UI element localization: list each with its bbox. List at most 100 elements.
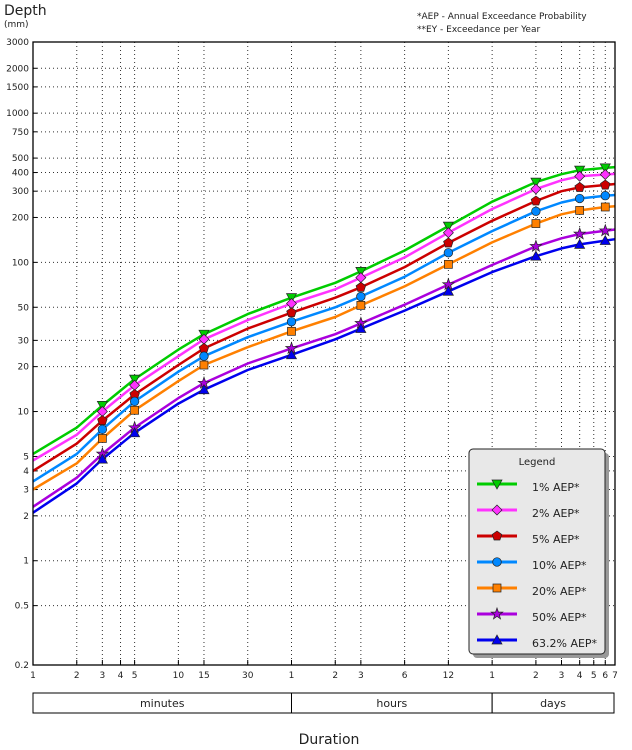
x-tick-label: 5 [591,671,597,681]
x-tick-label: 30 [242,671,254,681]
legend-label: 10% AEP* [532,559,587,572]
legend-marker-4 [492,583,502,593]
data-point-0 [96,401,108,412]
y-tick-label: 2 [23,512,29,522]
x-tick-label: 10 [173,671,185,681]
y-tick-label: 0.2 [15,661,29,671]
data-point-3 [575,193,585,204]
data-point-0 [599,163,611,174]
data-point-1 [574,170,586,182]
data-point-6 [442,285,454,296]
duration-band-label: days [540,697,566,710]
legend-marker-2 [491,530,503,541]
x-tick-label: 6 [402,671,408,681]
y-tick-label: 0.5 [15,602,29,612]
legend-label: 5% AEP* [532,533,580,546]
legend-label: 63.2% AEP* [532,637,598,650]
data-point-2 [443,237,454,248]
data-point-6 [574,238,586,249]
y-tick-label: 4 [23,467,29,477]
data-point-6 [96,453,108,464]
data-point-5 [598,223,613,237]
series-line-2 [32,182,616,472]
data-point-5 [572,226,587,240]
data-point-2 [97,415,108,425]
series-line-6 [32,237,616,514]
duration-band-days [491,692,615,714]
series-line-0 [32,165,616,455]
data-point-2 [600,179,611,190]
y-tick-label: 2000 [6,64,29,74]
data-point-4 [444,259,453,269]
data-point-6 [129,427,141,438]
data-point-4 [98,434,107,443]
y-tick-label: 200 [12,213,29,223]
data-point-0 [574,165,586,176]
y-tick-label: 100 [12,258,29,268]
legend-title: Legend [519,457,556,468]
series-line-5 [32,228,616,508]
y-axis-title: Depth [4,3,47,19]
y-tick-label: 750 [12,128,29,138]
x-tick-label: 4 [577,671,583,681]
series-line-1 [32,172,616,462]
y-axis-unit: (mm) [4,20,29,30]
data-point-4 [356,301,366,310]
legend-marker-0 [491,479,503,490]
data-point-6 [198,384,210,395]
y-tick-label: 500 [12,154,29,164]
data-point-0 [530,177,542,188]
data-point-3 [600,191,610,201]
y-tick-label: 5 [23,452,29,462]
legend-marker-3 [492,557,502,567]
data-point-0 [129,374,141,385]
data-point-6 [599,234,611,245]
data-point-0 [355,267,367,278]
x-axis-title: Duration [299,732,360,748]
data-point-2 [286,307,297,318]
legend-marker-1 [491,504,503,516]
legend-label: 50% AEP* [532,611,587,624]
x-tick-label: 4 [118,671,124,681]
data-point-4 [199,360,209,370]
y-tick-label: 50 [18,303,30,313]
data-point-3 [356,291,366,302]
y-tick-label: 3000 [6,38,29,48]
legend-marker-6 [491,634,503,645]
note-aep: *AEP - Annual Exceedance Probability [417,12,587,22]
y-tick-label: 10 [18,408,30,418]
y-tick-label: 1500 [6,83,29,93]
y-tick-label: 300 [12,187,29,197]
data-point-0 [442,221,454,232]
x-tick-label: 3 [99,671,105,681]
duration-band-label: minutes [140,697,185,710]
data-point-4 [130,405,139,415]
x-tick-label: 1 [489,671,495,681]
data-point-4 [531,219,541,228]
y-tick-label: 20 [18,363,30,373]
x-tick-label: 12 [443,671,454,681]
x-tick-label: 15 [198,671,209,681]
y-tick-label: 1 [23,557,29,567]
data-point-3 [531,206,541,216]
series-line-4 [32,204,616,491]
data-point-1 [530,183,542,195]
data-point-4 [575,206,585,215]
data-point-3 [443,248,454,258]
data-point-5 [529,239,543,253]
data-point-1 [599,169,611,181]
x-tick-label: 1 [30,671,36,681]
y-tick-label: 400 [12,169,29,179]
x-tick-label: 3 [559,671,565,681]
plot-frame [32,41,616,666]
data-point-3 [286,317,297,327]
legend-label: 2% AEP* [532,507,580,520]
data-point-6 [355,322,367,333]
y-tick-label: 1000 [6,109,29,119]
legend-box [468,448,606,655]
data-point-2 [530,195,542,206]
x-tick-label: 1 [289,671,295,681]
x-tick-label: 2 [533,671,539,681]
x-tick-label: 3 [358,671,364,681]
